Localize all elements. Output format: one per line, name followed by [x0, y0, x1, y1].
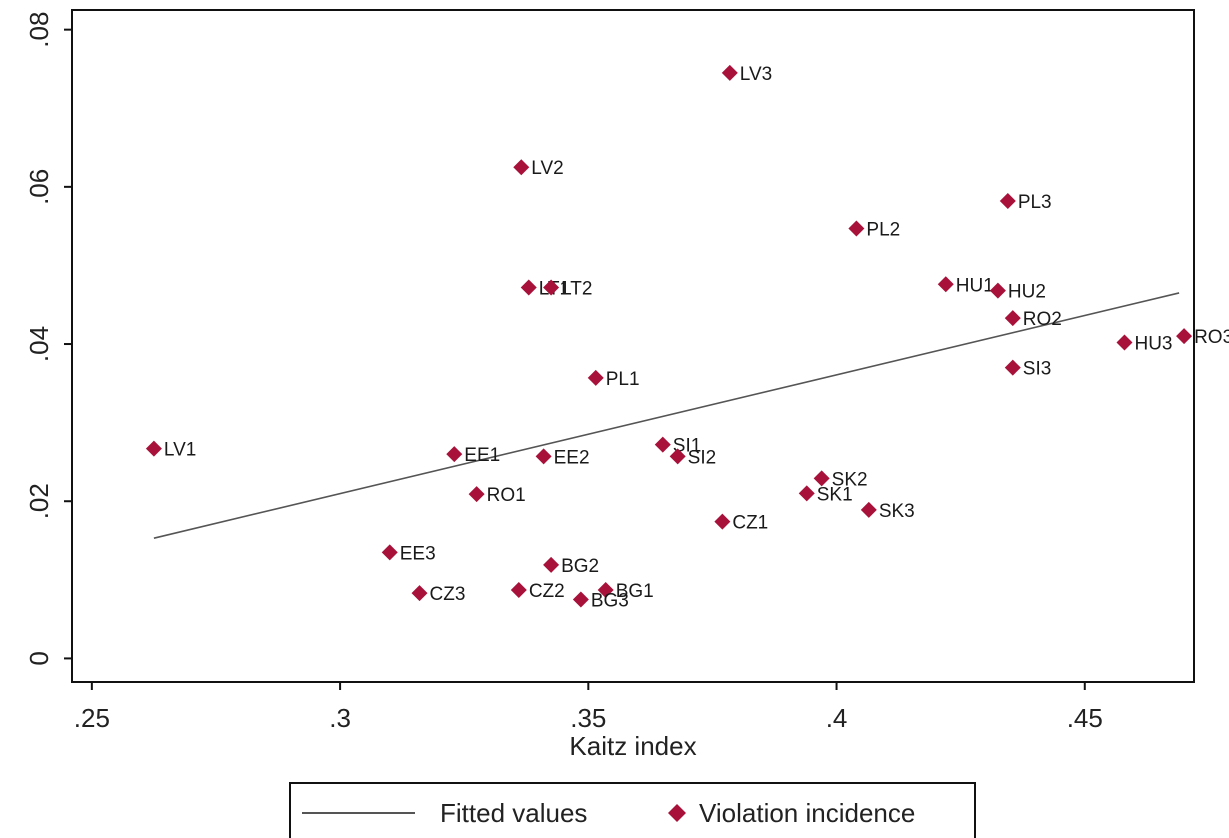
- point-marker-ro3: [1176, 328, 1193, 345]
- point-label-cz3: CZ3: [430, 584, 466, 605]
- point-label-cz1: CZ1: [732, 513, 768, 534]
- point-marker-ro2: [1004, 310, 1021, 327]
- point-label-ro1: RO1: [487, 485, 526, 506]
- point-marker-sk2: [813, 470, 830, 487]
- y-tick-label: .06: [24, 169, 54, 205]
- point-label-hu1: HU1: [956, 275, 994, 296]
- point-marker-pl3: [999, 192, 1016, 209]
- point-marker-si1: [654, 436, 671, 453]
- point-label-hu2: HU2: [1008, 282, 1046, 303]
- fitted-values-line: [153, 292, 1180, 539]
- x-tick-label: .35: [570, 703, 606, 733]
- point-marker-lt2: [543, 279, 560, 296]
- legend-fit-label: Fitted values: [440, 798, 587, 828]
- y-tick-label: .02: [24, 483, 54, 519]
- point-marker-hu3: [1116, 334, 1133, 351]
- point-label-lt2: LT2: [561, 278, 592, 299]
- y-tick-label: 0: [24, 651, 54, 665]
- point-marker-ee1: [446, 446, 463, 463]
- point-marker-lv3: [721, 64, 738, 81]
- point-marker-sk3: [860, 501, 877, 518]
- point-label-hu3: HU3: [1134, 333, 1172, 354]
- point-marker-pl1: [587, 369, 604, 386]
- point-label-cz2: CZ2: [529, 581, 565, 602]
- point-label-lv1: LV1: [164, 440, 196, 461]
- point-marker-pl2: [848, 220, 865, 237]
- x-tick-label: .4: [826, 703, 848, 733]
- y-axis: 0 .02 .04 .06 .08: [24, 12, 72, 666]
- point-marker-ro1: [468, 486, 485, 503]
- point-label-ro3: RO3: [1194, 327, 1229, 348]
- point-label-ee1: EE1: [464, 445, 500, 466]
- point-label-ee3: EE3: [400, 543, 436, 564]
- point-label-pl1: PL1: [606, 369, 640, 390]
- point-marker-ee3: [381, 544, 398, 561]
- x-axis: .25 .3 .35 .4 .45: [74, 682, 1103, 733]
- point-label-sk3: SK3: [879, 501, 915, 522]
- point-label-bg3: BG3: [591, 590, 629, 611]
- point-label-bg1: BG1: [616, 581, 654, 602]
- point-label-lv2: LV2: [531, 158, 563, 179]
- point-label-ee2: EE2: [554, 447, 590, 468]
- plot-frame: [71, 9, 1195, 683]
- point-label-lv3: LV3: [740, 64, 772, 85]
- legend-diamond-marker: [668, 804, 686, 822]
- x-axis-title: Kaitz index: [569, 731, 696, 761]
- point-label-pl2: PL2: [866, 219, 900, 240]
- y-tick-label: .04: [24, 326, 54, 362]
- point-marker-lt1: [520, 279, 537, 296]
- point-marker-bg3: [572, 591, 589, 608]
- legend-violation-label: Violation incidence: [699, 798, 915, 828]
- x-tick-label: .3: [329, 703, 351, 733]
- point-marker-ee2: [535, 448, 552, 465]
- point-marker-si2: [669, 448, 686, 465]
- point-marker-hu1: [937, 276, 954, 293]
- point-marker-si3: [1004, 359, 1021, 376]
- legend-box: [289, 782, 976, 838]
- point-marker-cz1: [714, 513, 731, 530]
- y-tick-label: .08: [24, 12, 54, 48]
- point-marker-lv2: [513, 159, 530, 176]
- point-label-bg2: BG2: [561, 556, 599, 577]
- point-marker-sk1: [798, 485, 815, 502]
- legend: Fitted values Violation incidence: [289, 782, 976, 838]
- point-label-pl3: PL3: [1018, 192, 1052, 213]
- point-marker-hu2: [989, 282, 1006, 299]
- point-label-si2: SI2: [688, 447, 717, 468]
- points-layer: LV1LV2LV3LT1LT2PL1PL2PL3HU1HU2HU3RO1RO2R…: [145, 64, 1229, 611]
- fit-line-layer: [153, 292, 1180, 539]
- point-marker-cz3: [411, 585, 428, 602]
- point-label-sk1: SK1: [817, 484, 853, 505]
- point-marker-cz2: [510, 582, 527, 599]
- point-marker-lv1: [145, 440, 162, 457]
- x-tick-label: .45: [1067, 703, 1103, 733]
- point-label-si3: SI3: [1023, 359, 1052, 380]
- point-label-ro2: RO2: [1023, 309, 1062, 330]
- x-tick-label: .25: [74, 703, 110, 733]
- point-marker-bg2: [543, 556, 560, 573]
- point-label-sk2: SK2: [832, 469, 868, 490]
- point-marker-bg1: [597, 582, 614, 599]
